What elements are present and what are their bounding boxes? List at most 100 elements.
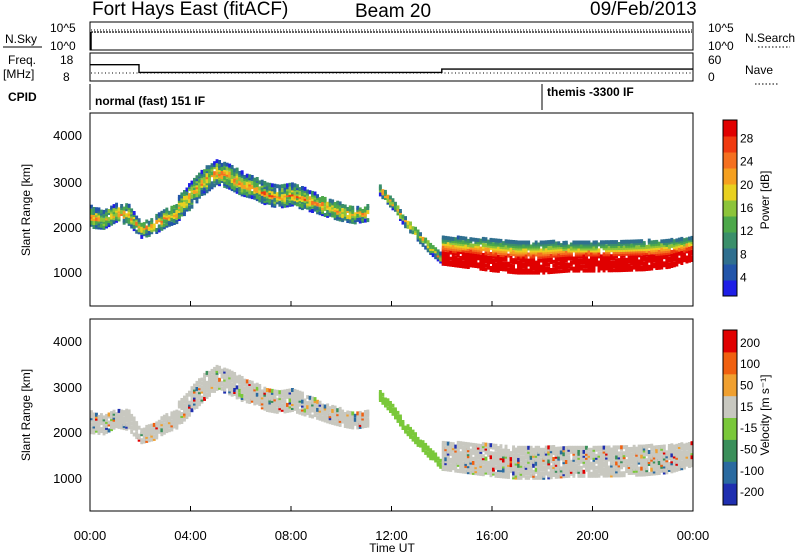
power-cell bbox=[112, 204, 116, 209]
velocity-cell bbox=[218, 377, 221, 382]
power-cell bbox=[544, 266, 548, 271]
velocity-cell bbox=[424, 442, 428, 447]
velocity-cell bbox=[208, 370, 211, 375]
power-cell bbox=[263, 183, 267, 188]
power-cell bbox=[642, 245, 646, 250]
power-cell bbox=[464, 244, 468, 249]
velocity-cell bbox=[650, 461, 654, 466]
power-cell bbox=[288, 188, 292, 193]
power-cell bbox=[590, 258, 593, 263]
velocity-cell bbox=[298, 390, 302, 395]
velocity-cell bbox=[260, 389, 264, 394]
power-cell bbox=[215, 167, 219, 172]
velocity-cell bbox=[620, 445, 623, 450]
power-cell bbox=[509, 251, 513, 256]
power-cell bbox=[607, 246, 611, 251]
velocity-cell bbox=[331, 404, 335, 409]
velocity-cell bbox=[620, 463, 623, 468]
power-cell bbox=[200, 169, 204, 174]
velocity-cell bbox=[683, 453, 686, 458]
power-cell bbox=[235, 187, 239, 192]
velocity-cell bbox=[97, 414, 101, 419]
power-cell bbox=[356, 213, 360, 218]
velocity-cell bbox=[293, 388, 297, 393]
power-cell bbox=[162, 209, 166, 214]
velocity-cell bbox=[481, 442, 485, 447]
velocity-cell bbox=[107, 412, 111, 417]
power-cell bbox=[240, 188, 244, 193]
velocity-cell bbox=[336, 408, 340, 413]
power-cell bbox=[273, 183, 277, 188]
power-cell bbox=[507, 253, 510, 258]
power-cell bbox=[238, 171, 242, 175]
power-cell bbox=[280, 184, 284, 189]
velocity-cell bbox=[280, 389, 284, 394]
velocity-cell bbox=[507, 470, 510, 475]
velocity-cell bbox=[499, 448, 503, 453]
velocity-cell bbox=[672, 462, 676, 467]
power-cell bbox=[454, 263, 458, 268]
power-cell bbox=[389, 195, 392, 200]
power-cell bbox=[451, 251, 455, 255]
power-cell bbox=[255, 177, 259, 181]
power-cell bbox=[414, 230, 417, 235]
velocity-cell bbox=[102, 415, 106, 420]
power-cell bbox=[346, 215, 350, 219]
velocity-cell bbox=[547, 445, 551, 450]
velocity-cell bbox=[499, 444, 503, 449]
power-cell bbox=[268, 198, 272, 203]
power-cell bbox=[446, 242, 450, 247]
power-cell bbox=[95, 223, 98, 228]
velocity-cell bbox=[630, 446, 634, 451]
velocity-cell bbox=[499, 462, 503, 467]
power-cell bbox=[145, 225, 149, 230]
velocity-cell bbox=[542, 471, 546, 476]
power-cell bbox=[278, 192, 282, 197]
velocity-cell bbox=[502, 458, 505, 463]
power-cell bbox=[549, 268, 553, 272]
power-cell bbox=[416, 237, 420, 242]
power-cell bbox=[313, 191, 317, 196]
power-cell bbox=[552, 267, 556, 272]
power-cell bbox=[660, 239, 664, 244]
velocity-cell bbox=[610, 447, 613, 452]
velocity-cell bbox=[253, 383, 257, 388]
power-cell bbox=[137, 226, 141, 231]
velocity-cell bbox=[509, 451, 513, 456]
power-cell bbox=[215, 171, 219, 176]
velocity-cell bbox=[213, 372, 216, 377]
power-cell bbox=[481, 236, 485, 241]
power-cell bbox=[270, 183, 274, 188]
velocity-cell bbox=[650, 443, 654, 448]
power-cell bbox=[670, 237, 674, 242]
power-cell bbox=[90, 204, 93, 209]
velocity-cell bbox=[180, 398, 184, 402]
power-cell bbox=[105, 208, 108, 213]
power-cell bbox=[185, 187, 189, 192]
velocity-cell bbox=[451, 452, 455, 457]
velocity-cell bbox=[640, 466, 644, 471]
power-cell bbox=[105, 222, 108, 227]
power-cell bbox=[617, 246, 621, 250]
power-cell bbox=[557, 253, 561, 258]
velocity-cell bbox=[190, 386, 194, 391]
velocity-cell bbox=[205, 370, 209, 375]
power-cell bbox=[326, 201, 330, 206]
time-tick-label: 20:00 bbox=[576, 528, 609, 543]
velocity-cell bbox=[356, 415, 360, 420]
power-cell bbox=[275, 200, 279, 205]
power-cell bbox=[436, 249, 440, 254]
power-cell bbox=[484, 263, 488, 268]
velocity-cell bbox=[552, 473, 556, 477]
power-cell bbox=[280, 194, 284, 199]
velocity-cell bbox=[522, 469, 526, 474]
velocity-cell bbox=[622, 451, 626, 456]
power-cell bbox=[223, 161, 227, 166]
power-cell bbox=[492, 242, 495, 247]
power-cell bbox=[203, 169, 206, 174]
power-cell bbox=[502, 265, 505, 270]
power-cell bbox=[301, 186, 304, 190]
power-cell bbox=[429, 251, 433, 255]
velocity-cell bbox=[446, 441, 450, 446]
